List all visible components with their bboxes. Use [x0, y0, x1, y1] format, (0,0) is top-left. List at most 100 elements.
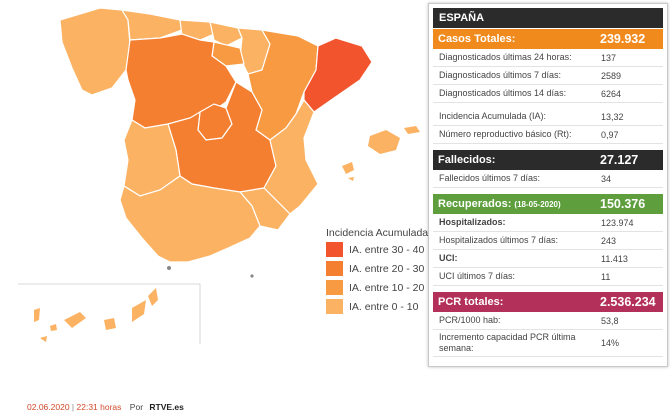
- row-label: Hospitalizados últimos 7 días:: [439, 235, 559, 245]
- table-row: Número reproductivo básico (Rt): 0,97: [433, 126, 663, 144]
- legend-title: Incidencia Acumulada (: [326, 227, 430, 239]
- row-label: Hospitalizados:: [439, 217, 506, 227]
- recovered-header: Recuperados: (18-05-2020) 150.376: [433, 194, 663, 214]
- deaths-label: Fallecidos:: [438, 154, 496, 166]
- region-cataluna[interactable]: [303, 37, 373, 113]
- spacer: [429, 144, 667, 149]
- row-value: 34: [601, 173, 612, 184]
- row-label: UCI:: [439, 253, 458, 263]
- recovered-label: Recuperados:: [438, 198, 512, 210]
- legend-swatch: [326, 242, 343, 257]
- pcr-header: PCR totales: 2.536.234: [433, 292, 663, 312]
- island-la-palma[interactable]: [34, 308, 40, 322]
- region-valencia[interactable]: [263, 98, 319, 215]
- cases-rows: Diagnosticados últimas 24 horas: 137 Dia…: [433, 49, 663, 144]
- table-row: Diagnosticados últimas 24 horas: 137: [433, 49, 663, 67]
- table-row: UCI últimos 7 días: 11: [433, 268, 663, 286]
- legend-item: IA. entre 20 - 30: [326, 260, 436, 277]
- recovered-label-wrap: Recuperados: (18-05-2020): [433, 198, 594, 210]
- spacer: [429, 188, 667, 193]
- table-row: Fallecidos últimos 7 días: 34: [433, 170, 663, 188]
- legend-label: IA. entre 0 - 10: [349, 300, 419, 313]
- legend-item: IA. entre 0 - 10: [326, 298, 436, 315]
- row-value: 11: [601, 271, 611, 282]
- recovered-value: 150.376: [600, 197, 646, 211]
- legend-label: IA. entre 30 - 40: [349, 243, 425, 256]
- panel-title: ESPAÑA: [433, 8, 663, 28]
- legend-swatch: [326, 299, 343, 314]
- row-label: Incidencia Acumulada (IA):: [439, 111, 547, 121]
- pcr-value: 2.536.234: [600, 295, 656, 309]
- footer-date: 02.06.2020: [27, 402, 70, 412]
- island-ibiza[interactable]: [342, 162, 354, 174]
- island-gran-canaria[interactable]: [104, 318, 116, 330]
- footer-source-link[interactable]: RTVE.es: [149, 402, 184, 412]
- row-value: 11.413: [601, 253, 628, 264]
- row-value: 13,32: [601, 111, 624, 122]
- legend-item: IA. entre 10 - 20: [326, 279, 436, 296]
- island-la-gomera[interactable]: [50, 324, 57, 331]
- deaths-rows: Fallecidos últimos 7 días: 34: [433, 170, 663, 188]
- table-row: Incremento capacidad PCR última semana: …: [433, 330, 663, 357]
- cases-label: Casos Totales:: [438, 33, 516, 45]
- pcr-rows: PCR/1000 hab: 53,8 Incremento capacidad …: [433, 312, 663, 357]
- map-legend: Incidencia Acumulada ( IA. entre 30 - 40…: [326, 227, 436, 315]
- island-mallorca[interactable]: [368, 130, 400, 154]
- table-row: Diagnosticados últimos 14 días: 6264: [433, 85, 663, 103]
- row-value: 6264: [601, 88, 622, 99]
- deaths-header: Fallecidos: 27.127: [433, 150, 663, 170]
- island-lanzarote[interactable]: [148, 288, 158, 306]
- island-fuerteventura[interactable]: [132, 300, 146, 322]
- deaths-value: 27.127: [600, 153, 639, 167]
- row-value: 243: [601, 235, 617, 246]
- recovered-rows: Hospitalizados: 123.974 Hospitalizados ú…: [433, 214, 663, 286]
- cases-value: 239.932: [600, 32, 646, 46]
- row-label: PCR/1000 hab:: [439, 315, 501, 325]
- row-label: Incremento capacidad PCR última semana:: [439, 332, 576, 353]
- recovered-date: (18-05-2020): [514, 200, 561, 209]
- island-formentera[interactable]: [348, 177, 354, 181]
- table-row: UCI: 11.413: [433, 250, 663, 268]
- legend-swatch: [326, 280, 343, 295]
- island-menorca[interactable]: [404, 126, 420, 134]
- spain-map: [18, 7, 420, 344]
- spacer: [429, 286, 667, 291]
- table-row: Diagnosticados últimos 7 días: 2589: [433, 67, 663, 85]
- region-andalucia[interactable]: [119, 175, 261, 263]
- table-row: PCR/1000 hab: 53,8: [433, 312, 663, 330]
- footer-time: 22:31 horas: [76, 402, 122, 412]
- ceuta[interactable]: [167, 266, 171, 270]
- region-asturias[interactable]: [120, 9, 183, 41]
- canarias-frame: [18, 283, 201, 344]
- cases-header: Casos Totales: 239.932: [433, 29, 663, 49]
- footer-separator: |: [71, 402, 75, 412]
- row-value: 0,97: [601, 129, 619, 140]
- row-label: Diagnosticados últimas 24 horas:: [439, 52, 572, 62]
- stats-panel: ESPAÑA Casos Totales: 239.932 Diagnostic…: [428, 3, 668, 367]
- row-label: Diagnosticados últimos 7 días:: [439, 70, 562, 80]
- island-el-hierro[interactable]: [40, 336, 47, 342]
- legend-swatch: [326, 261, 343, 276]
- legend-label: IA. entre 20 - 30: [349, 262, 425, 275]
- row-label: Fallecidos últimos 7 días:: [439, 173, 541, 183]
- regions: [59, 7, 373, 263]
- pcr-label: PCR totales:: [438, 296, 504, 308]
- row-label: UCI últimos 7 días:: [439, 271, 516, 281]
- table-row: Hospitalizados: 123.974: [433, 214, 663, 232]
- melilla[interactable]: [250, 274, 254, 278]
- row-value: 53,8: [601, 315, 619, 326]
- footer-by: Por: [129, 402, 144, 412]
- legend-label: IA. entre 10 - 20: [349, 281, 425, 294]
- region-pais-vasco[interactable]: [209, 21, 243, 47]
- islands: [18, 126, 420, 344]
- footer: 02.06.2020 | 22:31 horas Por RTVE.es: [27, 402, 184, 412]
- row-value: 123.974: [601, 217, 634, 228]
- row-value: 2589: [601, 70, 622, 81]
- table-row: Hospitalizados últimos 7 días: 243: [433, 232, 663, 250]
- table-row: Incidencia Acumulada (IA): 13,32: [433, 108, 663, 126]
- region-galicia[interactable]: [59, 7, 131, 96]
- row-value: 14%: [601, 338, 620, 348]
- island-tenerife[interactable]: [64, 312, 86, 328]
- region-cantabria[interactable]: [179, 19, 215, 41]
- row-label: Diagnosticados últimos 14 días:: [439, 88, 567, 98]
